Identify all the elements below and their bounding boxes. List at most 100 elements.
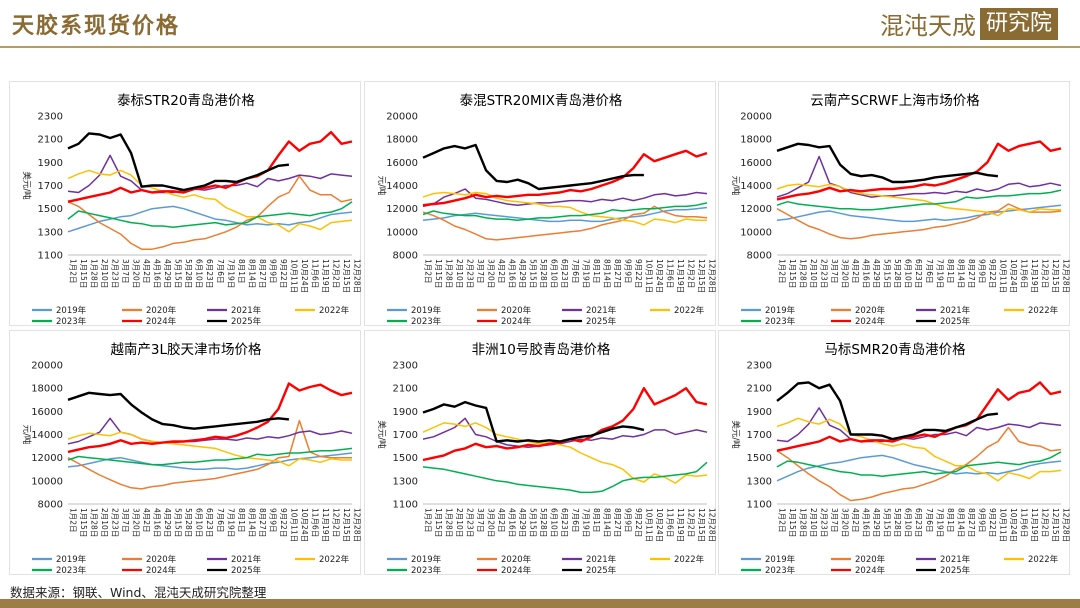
x-tick-label: 9月9日 [623,508,632,533]
series-line-2020 [67,175,353,250]
series-line-2023 [422,461,708,494]
x-tick-label: 2月10日 [809,508,818,537]
x-tick-label: 9月9日 [268,259,277,284]
legend-label: 2024年 [501,565,532,576]
x-tick-label: 4月2日 [851,508,860,533]
chart-panel-africa10: 非洲10号胶青岛港价格 1100 1300 1500 1700 1900 2100 2300 美… [364,330,717,576]
legend-label: 2022年 [1028,554,1059,565]
x-tick-label: 10月11日 [998,508,1007,542]
x-tick-label: 5月28日 [539,259,548,288]
y-tick-label: 1900 [38,158,63,169]
series-line-2023 [422,202,708,222]
x-tick-label: 1月2日 [69,508,78,533]
series-line-2022 [422,191,707,226]
x-tick-label: 8月27日 [613,259,622,288]
y-tick-label: 16000 [31,407,63,418]
x-tick-label: 12月28日 [1062,508,1071,542]
chart-title: 越南产3L胶天津市场价格 [110,341,262,358]
x-tick-label: 2月10日 [100,508,109,537]
x-tick-label: 6月23日 [560,508,569,537]
x-tick-label: 11月6日 [665,259,674,288]
x-tick-label: 3月7日 [476,508,485,533]
x-tick-label: 6月10日 [550,508,559,537]
y-tick-label: 12000 [740,204,772,215]
x-tick-label: 10月24日 [300,259,309,293]
series-line-2025 [776,381,999,441]
x-tick-label: 3月7日 [121,508,130,533]
x-tick-label: 5月28日 [893,259,902,288]
y-tick-label: 1100 [747,500,772,511]
legend-label: 2020年 [146,554,177,565]
x-tick-label: 11月6日 [310,259,319,288]
x-tick-label: 7月19日 [581,259,590,288]
x-tick-label: 10月11日 [289,508,298,542]
y-tick-label: 1700 [393,430,418,441]
x-tick-label: 12月2日 [1040,259,1049,288]
y-tick-label: 2300 [393,361,418,372]
series-line-2024 [776,381,1062,452]
x-tick-label: 12月2日 [1040,508,1049,537]
y-tick-label: 1100 [38,251,63,262]
series-line-2023 [776,451,1062,477]
y-tick-label: 12000 [386,204,418,215]
x-tick-label: 10月11日 [644,259,653,293]
x-tick-label: 9月9日 [623,259,632,284]
x-tick-label: 7月19日 [935,508,944,537]
series-line-2025 [67,132,290,192]
x-tick-label: 8月27日 [258,508,267,537]
series-line-2024 [422,149,708,207]
x-tick-label: 7月6日 [925,508,934,533]
series-line-2025 [422,400,645,443]
legend-label: 2019年 [765,554,796,565]
x-tick-label: 5月28日 [184,259,193,288]
x-tick-label: 4月29日 [518,259,527,288]
x-tick-label: 9月22日 [988,508,997,537]
y-tick-label: 8000 [393,251,418,262]
y-axis-label: 元/吨 [730,176,741,196]
x-tick-label: 8月1日 [592,508,601,533]
x-tick-label: 4月2日 [142,259,151,284]
legend-label: 2025年 [940,565,971,576]
x-tick-label: 8月14日 [602,259,611,288]
x-tick-label: 7月6日 [571,508,580,533]
chart-svg: 云南产SCRWF上海市场价格 8000 10000 12000 14000 16000 18… [730,92,1071,327]
series-line-2022 [776,417,1062,482]
x-tick-label: 8月1日 [946,508,955,533]
x-tick-label: 7月19日 [226,508,235,537]
x-tick-label: 5月28日 [539,508,548,537]
x-tick-label: 12月28日 [1062,259,1071,293]
x-tick-label: 6月23日 [205,508,214,537]
x-tick-label: 8月27日 [967,259,976,288]
y-tick-label: 2300 [747,361,772,372]
x-tick-label: 6月10日 [904,259,913,288]
y-tick-label: 10000 [740,227,772,238]
series-line-2020 [67,419,352,490]
brand-sub: 研究院 [979,7,1058,40]
x-tick-label: 4月29日 [872,508,881,537]
y-tick-label: 1500 [38,204,63,215]
series-line-2024 [67,382,353,454]
series-line-2019 [776,454,1062,482]
legend-label: 2023年 [56,565,87,576]
series-line-2025 [422,143,644,191]
y-tick-label: 2300 [38,112,63,123]
legend-label: 2020年 [501,305,532,316]
legend-label: 2025年 [231,316,262,327]
legend-label: 2022年 [1028,305,1059,316]
series-line-2023 [67,447,353,466]
x-tick-label: 10月24日 [1009,259,1018,293]
y-tick-label: 2100 [393,384,418,395]
x-tick-label: 4月16日 [153,508,162,537]
y-tick-label: 1500 [393,453,418,464]
x-tick-label: 10月24日 [300,508,309,542]
x-tick-label: 3月7日 [830,508,839,533]
legend-label: 2019年 [56,554,87,565]
x-tick-label: 1月28日 [445,259,454,288]
series-line-2023 [776,189,1062,211]
x-tick-label: 12月28日 [708,508,717,542]
x-tick-label: 12月15日 [342,508,351,542]
x-tick-label: 7月19日 [226,259,235,288]
x-tick-label: 8月27日 [967,508,976,537]
legend-label: 2021年 [231,554,262,565]
x-tick-label: 1月28日 [799,259,808,288]
